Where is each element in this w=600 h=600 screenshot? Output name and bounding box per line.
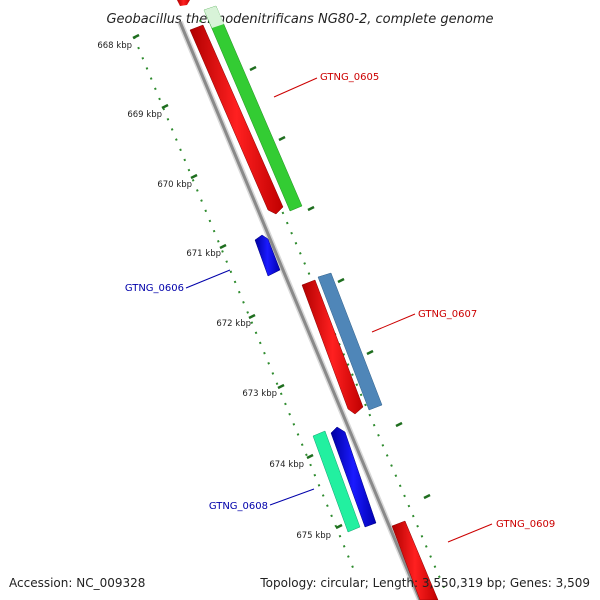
gene-label-0608: GTNG_0608 [209,501,268,512]
gene-feature-top-red [177,0,190,6]
map-title: Geobacillus thermodenitrificans NG80-2, … [106,12,493,27]
major-ticks: 668 kbp 669 kbp 670 kbp 671 kbp 672 kbp … [97,33,343,541]
tick-label: 669 kbp [127,110,162,120]
genome-summary-text: Topology: circular; Length: 3,550,319 bp… [259,576,590,590]
tick-673: 673 kbp [242,383,285,399]
gene-feature-0609 [391,520,439,600]
gene-labels: GTNG_0605 GTNG_0606 GTNG_0607 GTNG_0608 … [125,72,555,543]
tick-675: 675 kbp [296,523,343,541]
tick-669: 669 kbp [127,103,169,120]
tick-670: 670 kbp [157,173,198,190]
tick-label: 671 kbp [186,249,221,259]
genome-backbone [177,20,423,600]
gene-feature-0607-cds [301,279,364,415]
tick-label: 673 kbp [242,389,277,399]
gene-label-0607: GTNG_0607 [418,309,477,320]
gene-label-0605: GTNG_0605 [320,72,379,83]
tick-ring-outer [199,19,446,591]
outer-ring-ticks [249,65,431,500]
gene-label-0609: GTNG_0609 [496,519,555,530]
gene-feature-0606 [254,234,281,277]
tick-671: 671 kbp [186,243,227,259]
gene-feature-0608-rna [312,430,361,533]
gene-label-0606: GTNG_0606 [125,283,184,294]
tick-label: 668 kbp [97,41,132,51]
gene-features [177,0,439,600]
gene-feature-0607-rna [317,272,383,411]
tick-668: 668 kbp [97,33,140,51]
gene-feature-0608-cds [330,426,377,528]
tick-label: 670 kbp [157,180,192,190]
tick-ring-inner [133,36,357,576]
gene-feature-0605-cds [189,24,284,215]
tick-672: 672 kbp [216,313,256,329]
tick-label: 674 kbp [269,460,304,470]
tick-674: 674 kbp [269,453,314,470]
tick-label: 675 kbp [296,531,331,541]
accession-text: Accession: NC_009328 [9,576,145,590]
tick-label: 672 kbp [216,319,251,329]
